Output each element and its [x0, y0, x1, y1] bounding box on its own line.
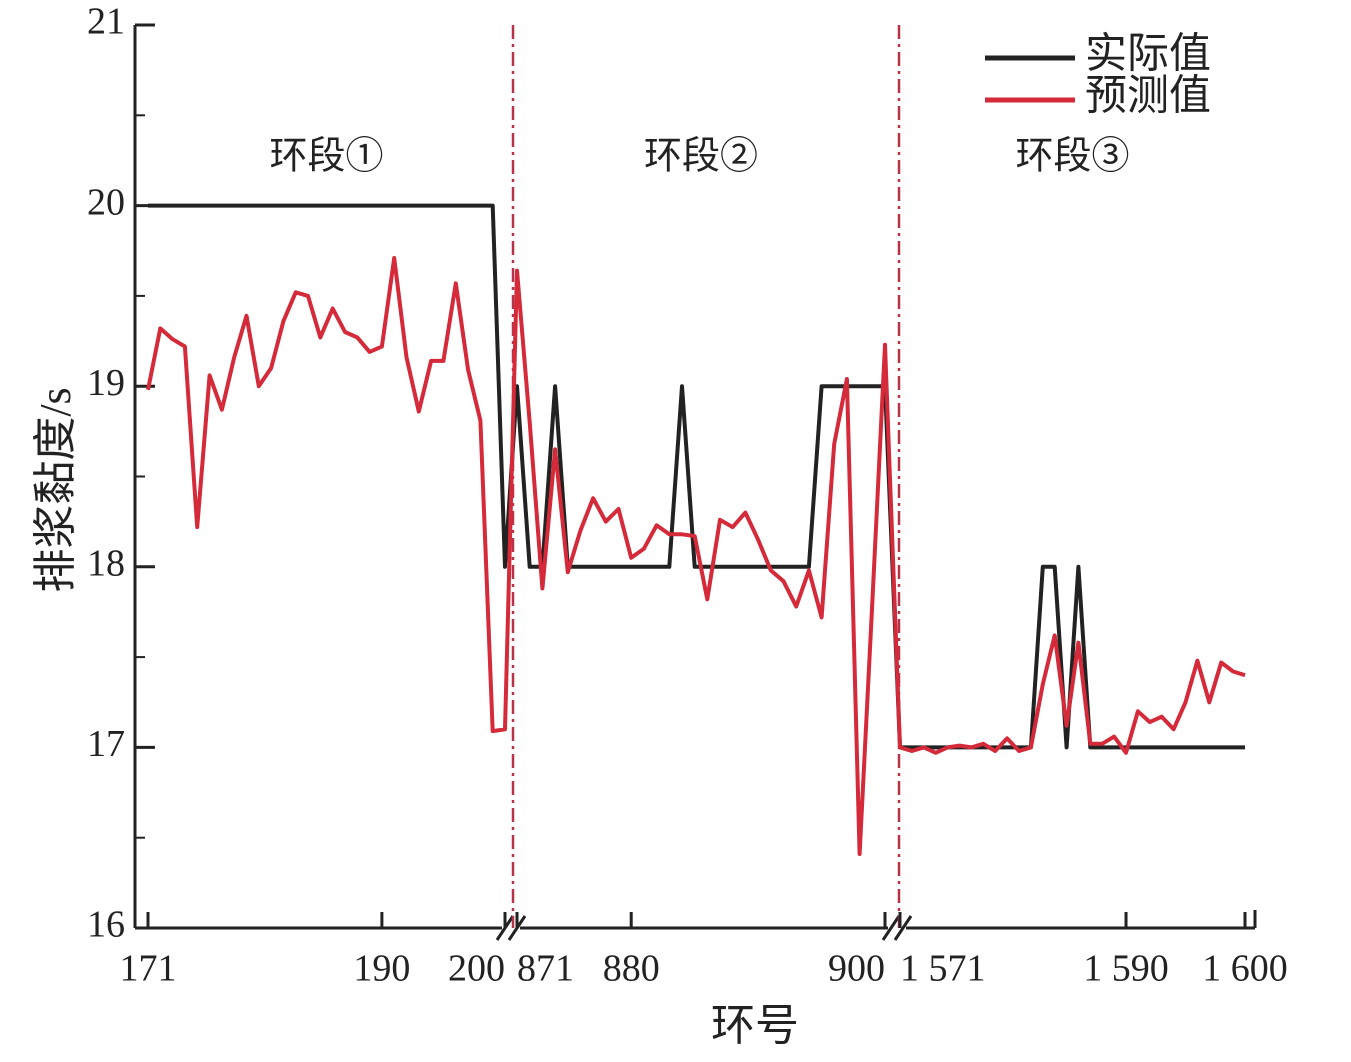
x-tick-label: 880 — [603, 948, 660, 990]
x-tick-label: 1 571 — [900, 948, 986, 990]
series-line — [146, 256, 1246, 856]
x-tick-label: 1 590 — [1083, 948, 1169, 990]
y-axis-label: 排浆黏度/s — [31, 387, 80, 592]
axis-break-mark — [881, 915, 901, 941]
segment-annotation: 环段① — [269, 136, 383, 178]
y-tick-label: 18 — [87, 543, 125, 585]
axis-break-mark — [893, 915, 913, 941]
x-tick-label: 1 600 — [1202, 948, 1288, 990]
x-axis-label: 环号 — [711, 1001, 799, 1050]
x-tick-label: 200 — [448, 948, 505, 990]
y-tick-label: 17 — [87, 723, 125, 765]
y-tick-label: 21 — [87, 1, 125, 43]
x-tick-label: 900 — [828, 948, 885, 990]
legend-label: 实际值 — [1085, 31, 1211, 78]
y-tick-label: 19 — [87, 362, 125, 404]
x-tick-label: 871 — [517, 948, 574, 990]
y-tick-label: 16 — [87, 904, 125, 946]
y-tick-label: 20 — [87, 181, 125, 223]
x-tick-label: 190 — [353, 948, 410, 990]
x-tick-label: 171 — [120, 948, 177, 990]
segment-annotation: 环段② — [644, 136, 758, 178]
segment-annotation: 环段③ — [1015, 136, 1129, 178]
legend-label: 预测值 — [1085, 74, 1211, 120]
